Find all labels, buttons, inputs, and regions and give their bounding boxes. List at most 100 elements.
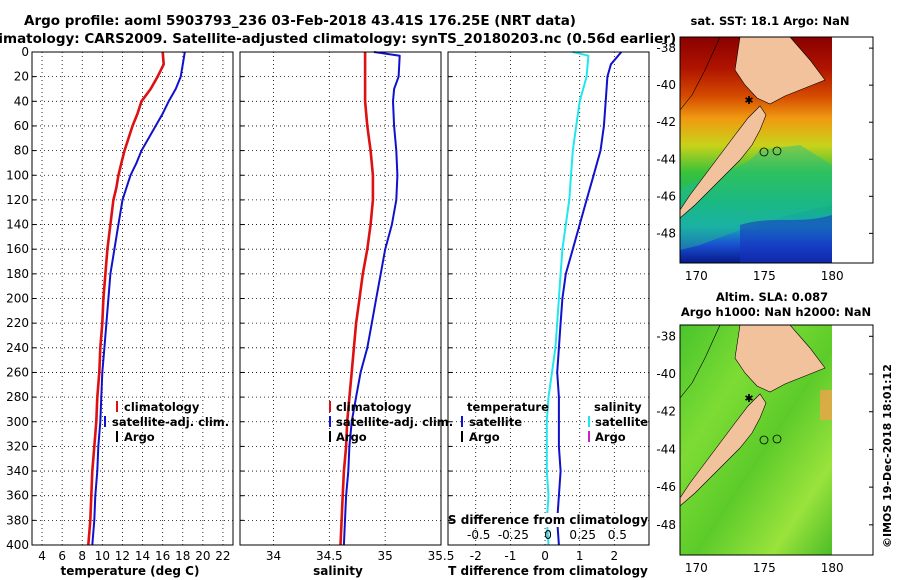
sla-map-frame bbox=[679, 324, 874, 556]
sla-chatham-island-2 bbox=[772, 434, 782, 444]
salinity-panel: 34 34.5 35 35.5 salinity climatology satell… bbox=[239, 51, 455, 578]
legend-salinity-heading: salinity bbox=[594, 400, 642, 414]
temperature-panel: 4 6 8 10 12 14 16 18 20 22 0 20 40 60 80 100 120 140 160 1… bbox=[6, 45, 234, 578]
s-difference-tick-labels: -0.5 -0.25 0 0.25 0.5 bbox=[467, 528, 627, 542]
sla-map: Altim. SLA: 0.087 Argo h1000: NaN h2000:… bbox=[656, 290, 874, 575]
series-line-t-satellite bbox=[556, 51, 623, 546]
map-lat-tick-label: -48 bbox=[656, 226, 676, 240]
difference-grid bbox=[448, 51, 649, 546]
depth-tick-label: 120 bbox=[6, 193, 29, 207]
depth-tick-label: 60 bbox=[14, 119, 29, 133]
sla-map-subtitle: Argo h1000: NaN h2000: NaN bbox=[681, 305, 871, 319]
credit-text: ©IMOS 19-Dec-2018 18:01:12 bbox=[881, 364, 894, 548]
sst-map-frame bbox=[679, 36, 874, 264]
depth-tick-label: 300 bbox=[6, 415, 29, 429]
map-lon-tick-label: 175 bbox=[753, 269, 776, 283]
map-lat-tick-label: -38 bbox=[656, 329, 676, 343]
map-lat-tick-label: -46 bbox=[656, 480, 676, 494]
sla-high-patch bbox=[820, 390, 832, 420]
temperature-frame bbox=[31, 51, 234, 546]
map-lat-tick-label: -44 bbox=[656, 442, 676, 456]
x-tick-label: 35.5 bbox=[428, 549, 455, 563]
legend-temperature-heading: temperature bbox=[467, 400, 549, 414]
depth-tick-label: 400 bbox=[6, 538, 29, 552]
sst-chatham-rise-island-2 bbox=[772, 146, 782, 156]
depth-tick-label: 40 bbox=[14, 94, 29, 108]
depth-tick-label: 0 bbox=[21, 45, 29, 59]
sst-map-title: sat. SST: 18.1 Argo: NaN bbox=[690, 14, 849, 28]
title-line-1: Argo profile: aoml 5903793_236 03-Feb-20… bbox=[24, 13, 576, 29]
depth-tick-label: 360 bbox=[6, 489, 29, 503]
sst-map: sat. SST: 18.1 Argo: NaN ✱ 170 175 180 -38 -… bbox=[656, 14, 874, 283]
map-lat-tick-label: -42 bbox=[656, 115, 676, 129]
series-line-satellite-adj-clim- bbox=[342, 51, 401, 546]
temperature-profiles bbox=[87, 51, 186, 546]
sst-map-tick-labels: 170 175 180 -38 -40 -42 -44 -46 -48 bbox=[656, 41, 873, 283]
depth-tick-label: 200 bbox=[6, 292, 29, 306]
difference-legend-salinity: salinity satellite Argo bbox=[588, 400, 648, 444]
x-tick-label: 10 bbox=[95, 549, 110, 563]
s-difference-tick-label: 0.5 bbox=[608, 528, 627, 542]
difference-frame bbox=[447, 51, 650, 546]
salinity-tick-labels: 34 34.5 35 35.5 bbox=[266, 549, 455, 563]
title-line-2: Climatology: CARS2009. Satellite-adjuste… bbox=[0, 31, 676, 47]
map-lat-tick-label: -48 bbox=[656, 518, 676, 532]
map-lon-tick-label: 180 bbox=[821, 561, 844, 575]
salinity-legend-satellite: satellite-adj. clim. bbox=[336, 415, 453, 429]
temperature-legend-argo: Argo bbox=[124, 430, 155, 444]
series-line-s-satellite bbox=[545, 51, 590, 546]
sst-land-north-island bbox=[734, 36, 826, 105]
t-difference-xlabel: T difference from climatology bbox=[448, 564, 648, 578]
temperature-xlabel: temperature (deg C) bbox=[61, 564, 200, 578]
map-lat-tick-label: -38 bbox=[656, 41, 676, 55]
difference-tick-labels: -2 -1 0 1 2 bbox=[470, 549, 618, 563]
x-tick-label: -1 bbox=[504, 549, 516, 563]
depth-tick-label: 220 bbox=[6, 316, 29, 330]
depth-tick-labels: 0 20 40 60 80 100 120 140 160 180 200 220 240 260 280 3… bbox=[6, 45, 29, 552]
depth-tick-label: 280 bbox=[6, 390, 29, 404]
map-lat-tick-label: -46 bbox=[656, 189, 676, 203]
x-tick-label: 34 bbox=[266, 549, 281, 563]
map-lat-tick-label: -40 bbox=[656, 367, 676, 381]
x-tick-label: -2 bbox=[470, 549, 482, 563]
map-lon-tick-label: 180 bbox=[821, 269, 844, 283]
sla-map-title: Altim. SLA: 0.087 bbox=[716, 290, 828, 304]
salinity-frame bbox=[239, 51, 442, 546]
difference-panel: -2 -1 0 1 2 S difference from climatology -0… bbox=[447, 51, 650, 578]
depth-tick-label: 320 bbox=[6, 439, 29, 453]
depth-tick-label: 160 bbox=[6, 242, 29, 256]
temperature-legend-satellite: satellite-adj. clim. bbox=[112, 415, 229, 429]
series-line-satellite-adj-clim- bbox=[91, 51, 186, 546]
salinity-grid bbox=[240, 51, 442, 546]
x-tick-label: 20 bbox=[195, 549, 210, 563]
depth-tick-label: 260 bbox=[6, 365, 29, 379]
temperature-legend-climatology: climatology bbox=[124, 400, 200, 414]
x-tick-label: 22 bbox=[215, 549, 230, 563]
sla-argo-marker: ✱ bbox=[744, 392, 753, 405]
legend-t-satellite: satellite bbox=[469, 415, 522, 429]
temperature-tick-labels: 4 6 8 10 12 14 16 18 20 22 bbox=[38, 549, 230, 563]
sst-argo-marker: ✱ bbox=[744, 94, 753, 107]
map-lat-tick-label: -42 bbox=[656, 405, 676, 419]
s-difference-xlabel: S difference from climatology bbox=[448, 513, 648, 527]
depth-tick-label: 140 bbox=[6, 218, 29, 232]
x-tick-label: 2 bbox=[611, 549, 619, 563]
s-label-background bbox=[455, 513, 645, 527]
sla-map-tick-labels: 170 175 180 -38 -40 -42 -44 -46 -48 bbox=[656, 329, 873, 575]
depth-tick-label: 20 bbox=[14, 70, 29, 84]
x-tick-label: 14 bbox=[135, 549, 150, 563]
s-difference-tick-label: -0.5 bbox=[467, 528, 490, 542]
map-lon-tick-label: 170 bbox=[685, 561, 708, 575]
sst-cold-patch bbox=[740, 215, 832, 263]
s-difference-tick-label: -0.25 bbox=[498, 528, 529, 542]
depth-tick-label: 340 bbox=[6, 464, 29, 478]
map-lat-tick-label: -44 bbox=[656, 152, 676, 166]
depth-tick-label: 240 bbox=[6, 341, 29, 355]
x-tick-label: 0 bbox=[541, 549, 549, 563]
difference-profiles bbox=[545, 51, 623, 546]
series-line-climatology bbox=[339, 52, 375, 546]
depth-tick-label: 100 bbox=[6, 168, 29, 182]
depth-tick-label: 80 bbox=[14, 144, 29, 158]
x-tick-label: 18 bbox=[175, 549, 190, 563]
